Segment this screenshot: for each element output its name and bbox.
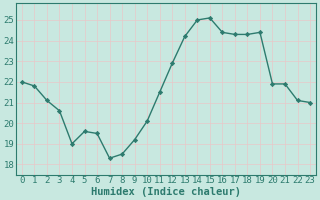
X-axis label: Humidex (Indice chaleur): Humidex (Indice chaleur) [91,186,241,197]
